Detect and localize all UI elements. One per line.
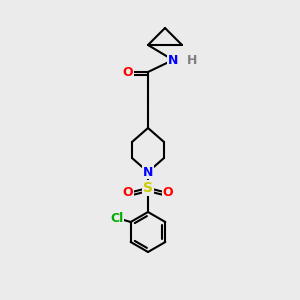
Text: N: N — [168, 53, 178, 67]
Text: S: S — [143, 181, 153, 195]
Text: O: O — [123, 65, 133, 79]
Text: N: N — [143, 166, 153, 178]
Text: Cl: Cl — [110, 212, 123, 224]
Text: O: O — [123, 187, 133, 200]
Text: H: H — [187, 53, 197, 67]
Text: O: O — [163, 187, 173, 200]
